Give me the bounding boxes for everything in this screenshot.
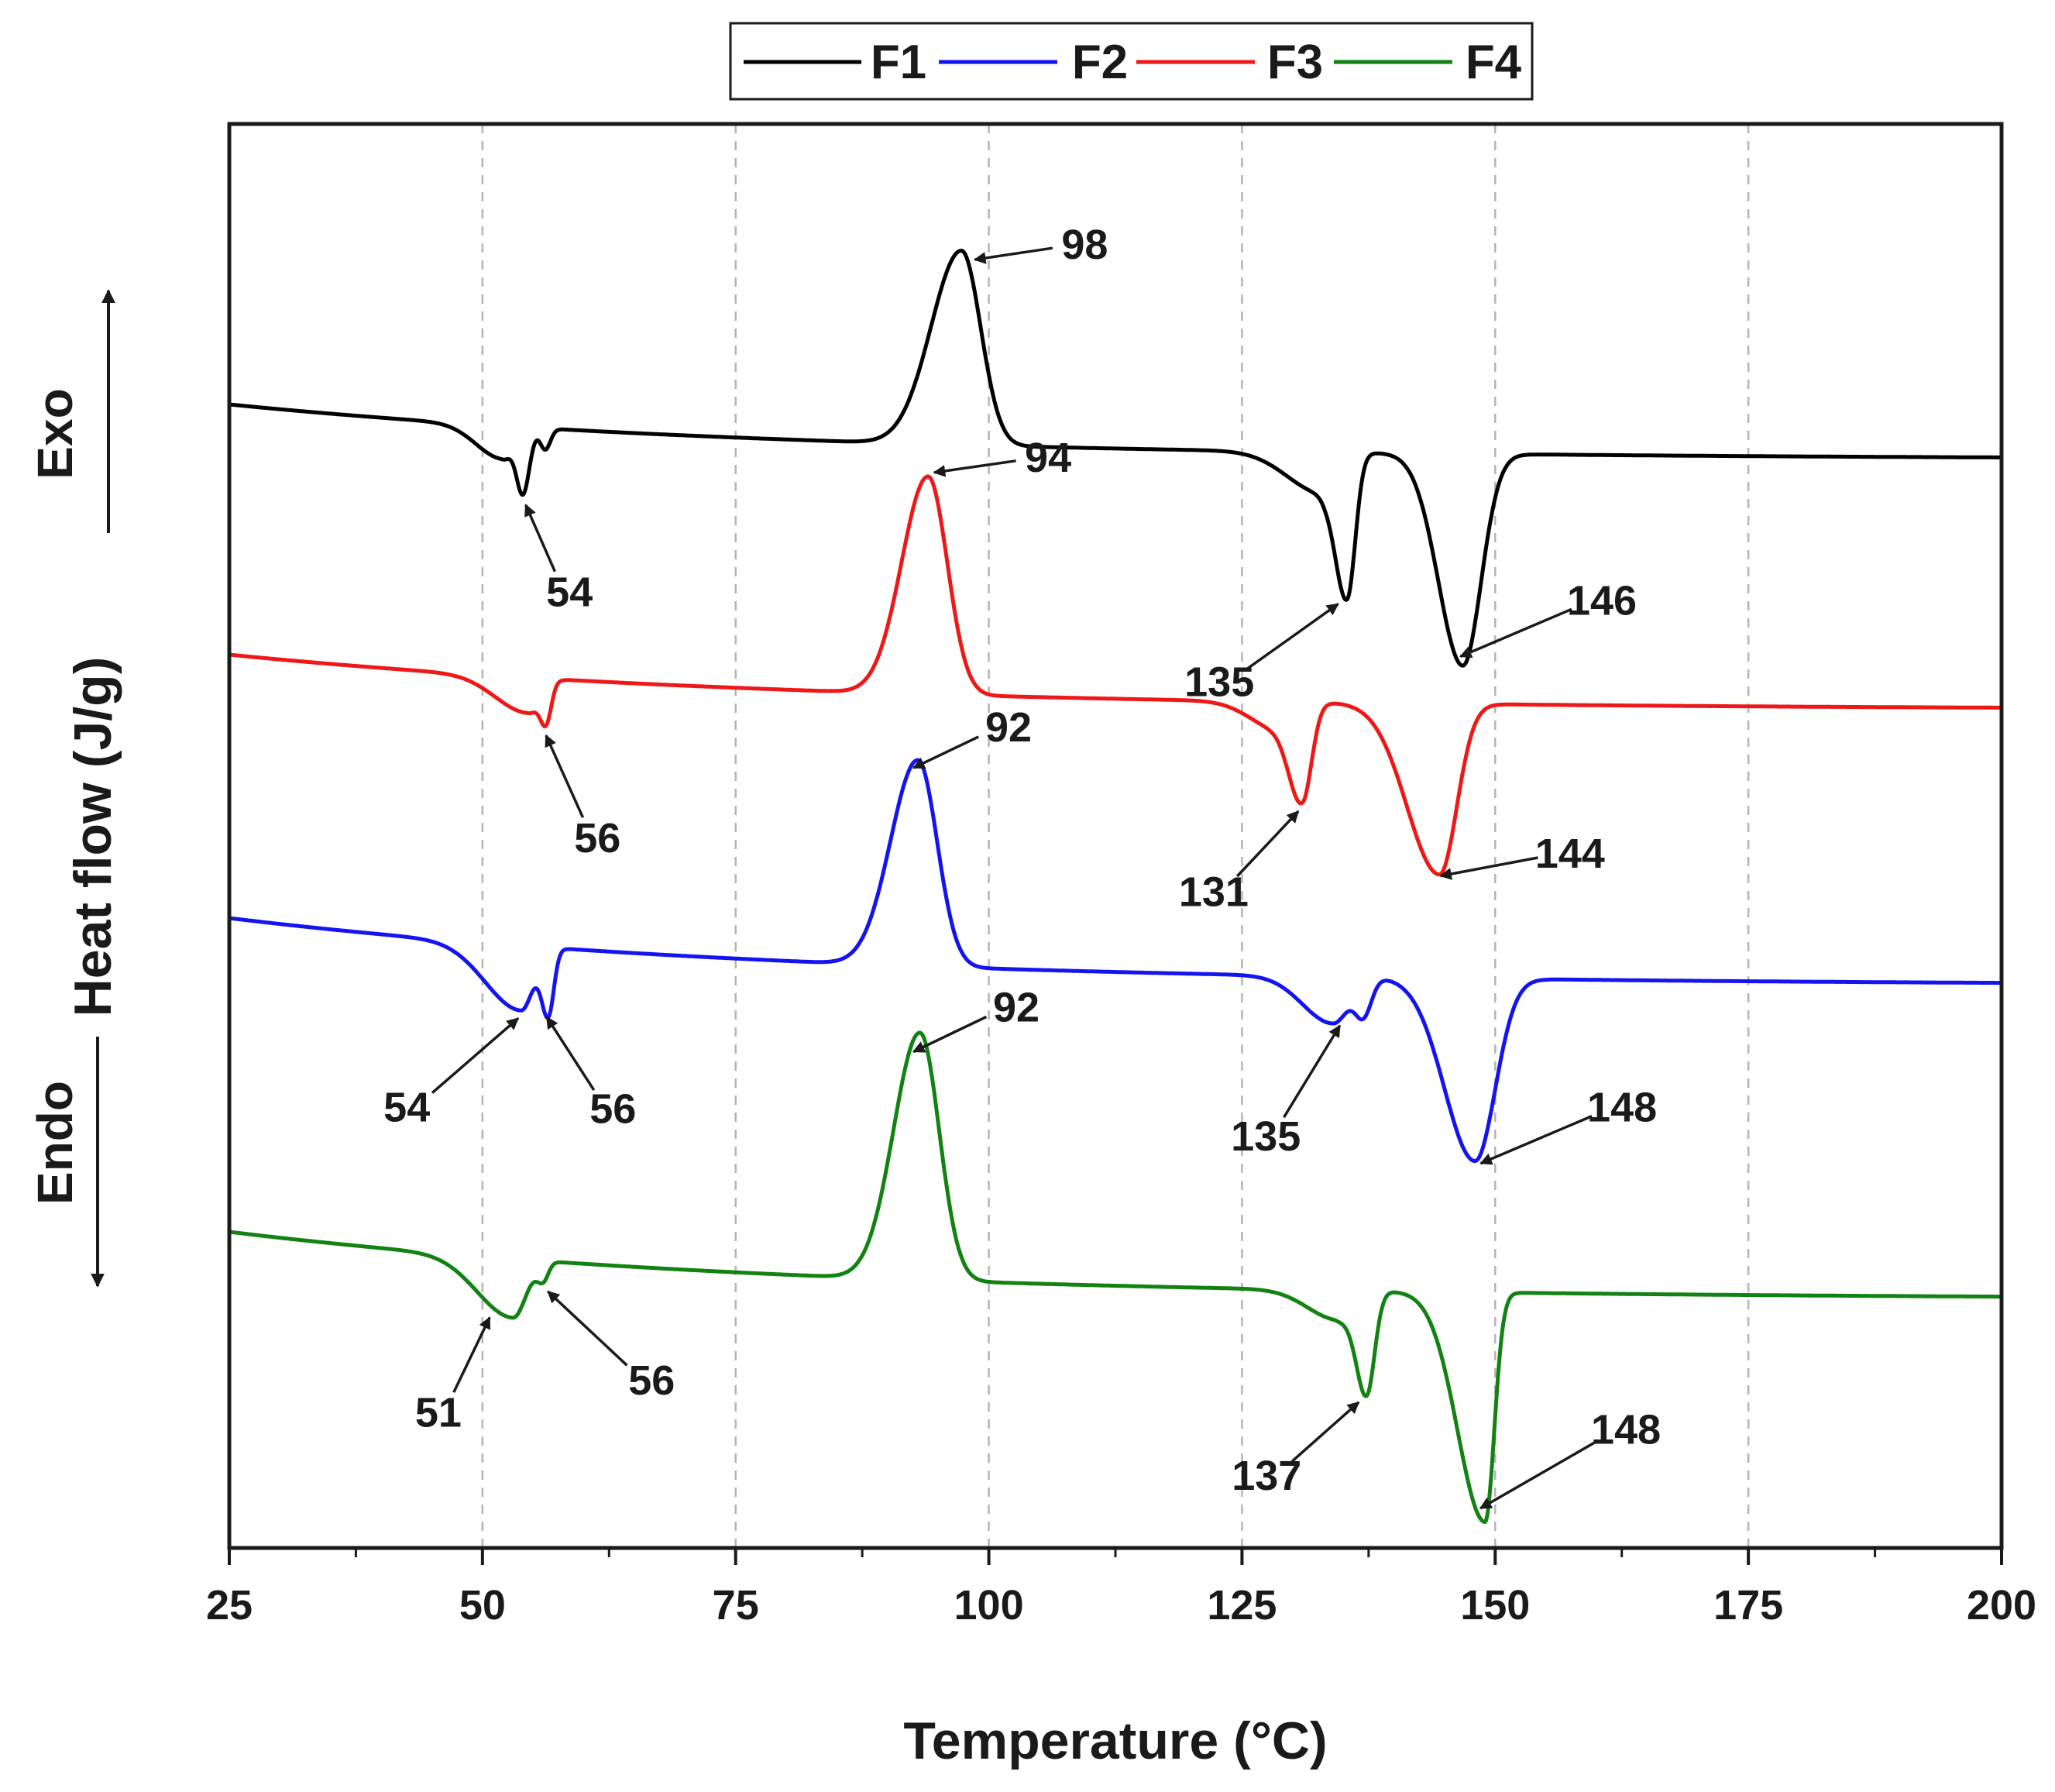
peak-arrow-f3-131 (1235, 810, 1300, 878)
x-tick-label-50: 50 (459, 1582, 506, 1629)
peak-arrow-f1-135 (1246, 603, 1339, 671)
peak-label-f4-51: 51 (415, 1390, 462, 1436)
peak-arrow-f1-98 (973, 246, 1053, 264)
peak-arrow-f2-54 (431, 1017, 520, 1094)
peak-arrow-f4-137 (1290, 1401, 1360, 1463)
x-tick-label-125: 125 (1207, 1582, 1277, 1629)
peak-label-f2-148: 148 (1587, 1085, 1657, 1131)
x-tick-label-25: 25 (206, 1582, 253, 1629)
peak-label-f1-98: 98 (1061, 222, 1108, 268)
exo-label: Exo (27, 388, 83, 479)
peak-arrow-f4-56 (547, 1290, 628, 1367)
peak-arrow-f2-135 (1283, 1024, 1342, 1119)
legend-box (729, 22, 1534, 101)
peak-label-f2-135: 135 (1231, 1113, 1301, 1160)
legend-label-f3: F3 (1267, 36, 1323, 89)
peak-arrow-f3-144 (1439, 856, 1538, 880)
legend-label-f4: F4 (1466, 36, 1522, 89)
series-line-f1 (228, 249, 2003, 668)
peak-label-f3-94: 94 (1025, 435, 1071, 481)
peak-annotations: 54 98 135 146 54 56 92 135 148 56 94 131 144 51 56 92 13… (383, 222, 1661, 1510)
peak-label-f4-92: 92 (993, 985, 1040, 1031)
x-tick-label-100: 100 (954, 1582, 1024, 1629)
x-tick-label-175: 175 (1713, 1582, 1783, 1629)
endo-label: Endo (27, 1081, 83, 1205)
legend-label-f2: F2 (1072, 36, 1128, 89)
peak-label-f1-135: 135 (1184, 659, 1254, 705)
peak-label-f3-144: 144 (1535, 831, 1605, 877)
series-line-f2 (228, 758, 2003, 1164)
peak-label-f2-56: 56 (589, 1086, 636, 1133)
series-line-f4 (228, 1030, 2003, 1524)
legend-label-f1: F1 (871, 36, 926, 89)
peak-arrow-f2-92 (912, 735, 980, 769)
peak-arrow-f3-94 (933, 459, 1016, 477)
series-lines (228, 249, 2003, 1524)
x-tick-label-200: 200 (1967, 1582, 2036, 1629)
peak-arrow-f2-148 (1479, 1114, 1593, 1165)
x-axis-title: Temperature (°C) (903, 1711, 1327, 1770)
peak-label-f4-148: 148 (1591, 1407, 1661, 1453)
series-line-f3 (228, 474, 2003, 877)
x-axis: 25 50 75 100 125 150 175 200 (206, 1548, 2036, 1629)
peak-label-f1-54: 54 (546, 569, 593, 616)
peak-arrow-f3-56 (545, 734, 585, 818)
peak-label-f4-56: 56 (628, 1357, 675, 1404)
peak-label-f1-146: 146 (1567, 577, 1637, 624)
peak-arrow-f4-51 (452, 1316, 491, 1393)
peak-arrow-f4-92 (912, 1015, 988, 1054)
peak-label-f2-54: 54 (383, 1084, 430, 1130)
peak-label-f3-56: 56 (574, 815, 620, 862)
peak-arrow-f1-146 (1459, 607, 1572, 659)
peak-label-f2-92: 92 (985, 704, 1032, 751)
x-tick-label-75: 75 (713, 1582, 759, 1629)
peak-arrow-f4-148 (1479, 1439, 1599, 1510)
peak-label-f4-137: 137 (1232, 1453, 1301, 1499)
peak-arrow-f1-54 (524, 504, 557, 573)
legend: F1 F2 F3 F4 (729, 22, 1534, 101)
y-axis-title: Heat flow (J/g) (64, 657, 122, 1017)
peak-arrow-f2-56 (545, 1016, 596, 1092)
x-tick-label-150: 150 (1460, 1582, 1530, 1629)
peak-label-f3-131: 131 (1179, 869, 1249, 916)
